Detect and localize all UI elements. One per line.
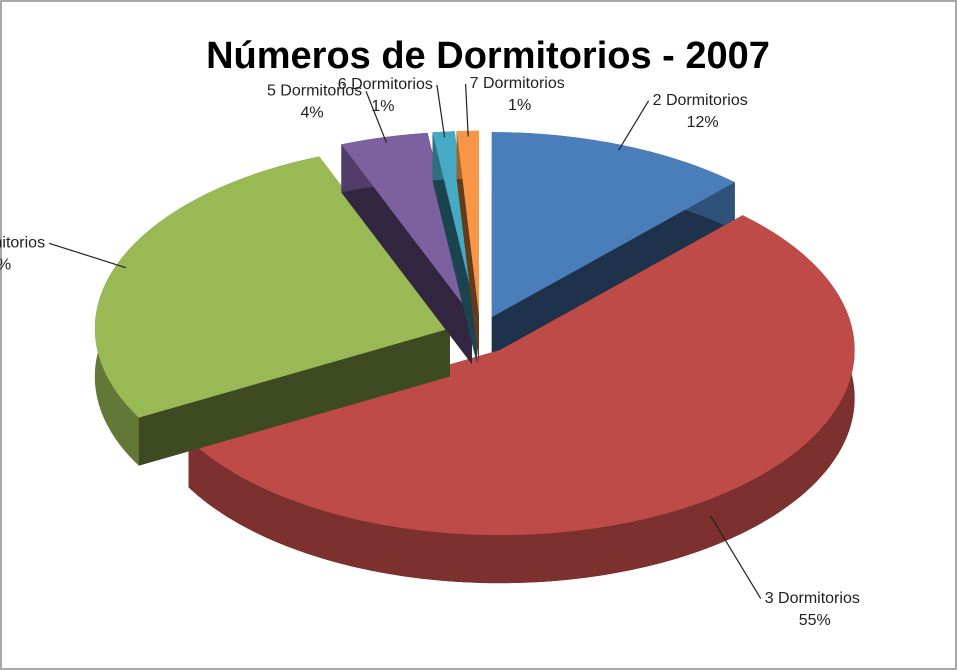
data-label-value: 12% bbox=[687, 114, 719, 131]
leader-line bbox=[618, 100, 650, 151]
data-label-value: 1% bbox=[508, 97, 531, 114]
slice bbox=[94, 156, 450, 466]
data-label-category: 4 Dormitorios bbox=[0, 235, 45, 252]
slice bbox=[491, 132, 735, 366]
data-label-category: 6 Dormitorios bbox=[338, 76, 433, 93]
slice-wall bbox=[456, 131, 479, 364]
slice bbox=[432, 131, 477, 364]
slice bbox=[456, 130, 479, 364]
leader-line bbox=[48, 242, 127, 269]
slice-top bbox=[94, 156, 450, 418]
slice-wall bbox=[341, 144, 473, 365]
slice-top bbox=[491, 132, 735, 318]
slice-wall bbox=[432, 132, 477, 364]
leader-line bbox=[465, 83, 469, 137]
data-label-category: 2 Dormitorios bbox=[653, 92, 748, 109]
chart-title: Números de Dormitorios - 2007 bbox=[206, 35, 770, 77]
data-label-value: 4% bbox=[301, 105, 324, 122]
data-label-category: 5 Dormitorios bbox=[267, 83, 362, 100]
slice-top bbox=[456, 130, 479, 316]
leader-line bbox=[436, 84, 446, 138]
leader-line bbox=[365, 91, 387, 143]
slice-top bbox=[432, 131, 477, 316]
slice-wall bbox=[491, 182, 735, 366]
leader-line bbox=[710, 515, 762, 599]
slice bbox=[188, 215, 855, 584]
data-label-category: 3 Dormitorios bbox=[765, 590, 860, 607]
data-label-category: 7 Dormitorios bbox=[470, 75, 565, 92]
slice-wall bbox=[138, 328, 450, 466]
data-label-value: 27% bbox=[0, 257, 11, 274]
slice-top bbox=[341, 132, 473, 317]
data-label-value: 55% bbox=[799, 612, 831, 629]
data-label-value: 1% bbox=[371, 98, 394, 115]
slice-top bbox=[188, 215, 855, 536]
